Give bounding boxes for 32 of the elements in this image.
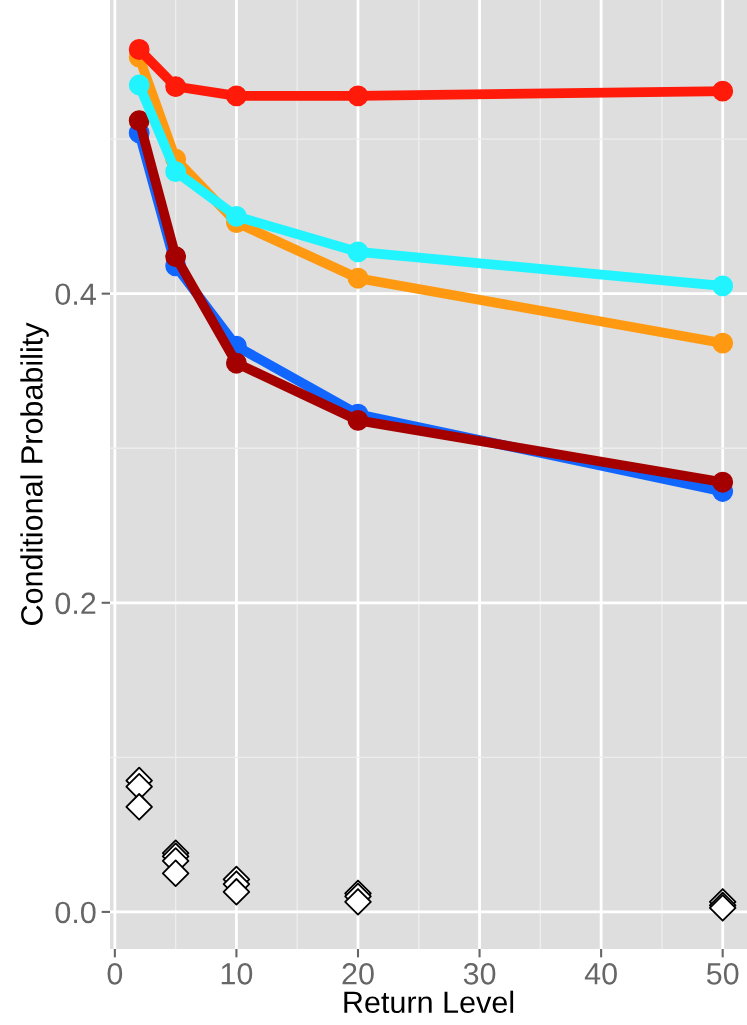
point bbox=[344, 888, 372, 916]
point bbox=[226, 85, 247, 107]
point bbox=[128, 110, 150, 131]
x-tick-label: 20 bbox=[342, 963, 374, 985]
point bbox=[347, 409, 369, 431]
point bbox=[226, 205, 247, 227]
x-tick-label: 40 bbox=[584, 963, 617, 985]
y-tick-label: 0.2 bbox=[55, 592, 96, 615]
point bbox=[347, 267, 369, 289]
point bbox=[712, 332, 734, 354]
point bbox=[128, 74, 150, 96]
y-tick-label: 0.0 bbox=[55, 901, 96, 924]
point bbox=[128, 39, 150, 60]
point bbox=[347, 85, 369, 107]
point bbox=[712, 275, 734, 297]
point bbox=[226, 352, 247, 374]
x-axis-title: Return Level bbox=[344, 990, 514, 1014]
point bbox=[165, 76, 187, 97]
point bbox=[712, 471, 734, 493]
x-tick-label: 10 bbox=[221, 963, 253, 985]
x-tick-label: 30 bbox=[463, 963, 496, 985]
point bbox=[165, 246, 187, 267]
point bbox=[347, 241, 369, 263]
x-tick-label: 0 bbox=[107, 963, 123, 985]
y-axis-title: Conditional Probability bbox=[20, 322, 49, 625]
x-tick-label: 50 bbox=[706, 963, 739, 985]
point bbox=[165, 161, 187, 182]
point bbox=[222, 878, 251, 906]
point bbox=[712, 80, 734, 102]
point bbox=[161, 859, 190, 887]
y-tick-label: 0.4 bbox=[55, 283, 96, 306]
point bbox=[125, 793, 153, 821]
